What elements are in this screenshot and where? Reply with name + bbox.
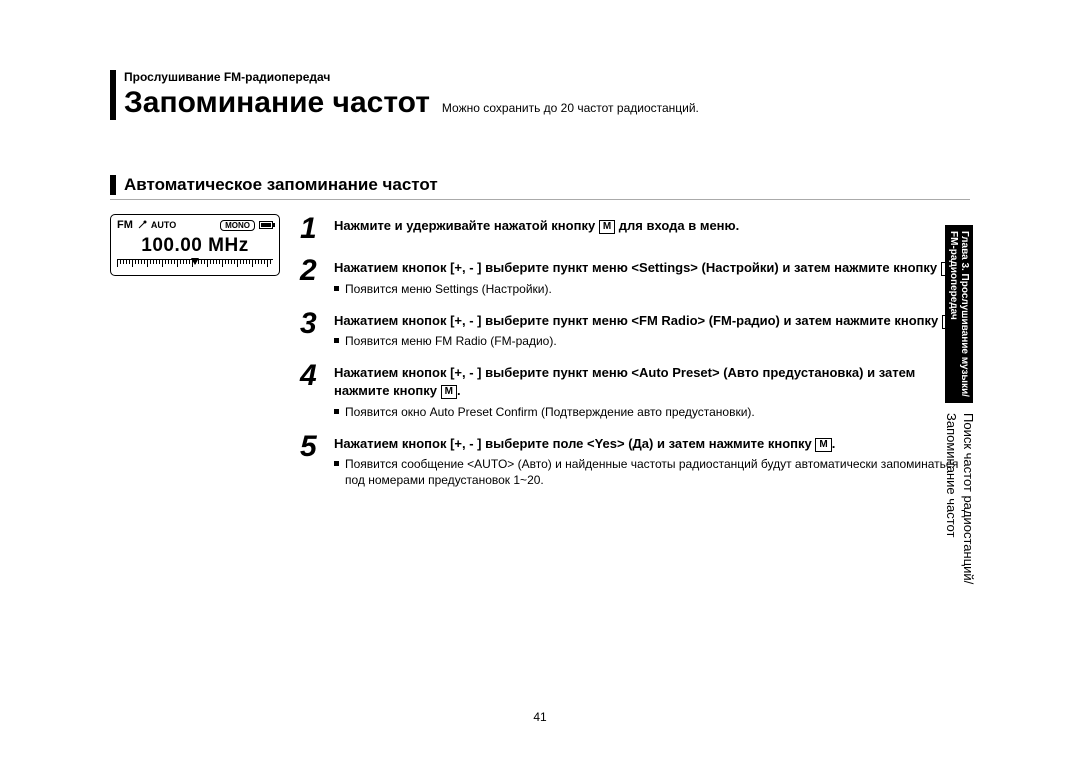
section-divider: [110, 199, 970, 200]
bullet-icon: [334, 461, 339, 466]
step-note-text: Появится меню Settings (Настройки).: [345, 281, 552, 297]
step-heading-tail: .: [832, 436, 836, 451]
step-body: Нажатием кнопок [+, - ] выберите пункт м…: [334, 256, 961, 297]
topic-tab: Поиск частот радиостанций/ Запоминание ч…: [942, 403, 976, 584]
header: Прослушивание FM-радиопередач Запоминани…: [110, 70, 970, 120]
page-number: 41: [533, 710, 546, 724]
step-note: Появится сообщение <AUTO> (Авто) и найде…: [334, 456, 970, 488]
step-body: Нажатием кнопок [+, - ] выберите поле <Y…: [334, 432, 970, 489]
step-heading: Нажмите и удерживайте нажатой кнопку M д…: [334, 217, 739, 235]
step-note-text: Появится меню FM Radio (FM-радио).: [345, 333, 557, 349]
bullet-icon: [334, 286, 339, 291]
step-heading: Нажатием кнопок [+, - ] выберите пункт м…: [334, 259, 961, 277]
step-note: Появится окно Auto Preset Confirm (Подтв…: [334, 404, 970, 420]
tuner-pointer-icon: [191, 258, 199, 265]
section-title: Автоматическое запоминание частот: [124, 175, 438, 195]
m-button-icon: M: [441, 385, 457, 399]
bullet-icon: [334, 338, 339, 343]
step-heading-tail: для входа в меню.: [615, 218, 739, 233]
step-body: Нажатием кнопок [+, - ] выберите пункт м…: [334, 361, 970, 419]
step-number: 2: [300, 256, 324, 297]
radio-frequency: 100.00 MHz: [117, 235, 273, 257]
battery-icon: [259, 221, 273, 229]
radio-mono-badge: MONO: [220, 220, 255, 231]
step-heading-text: Нажатием кнопок [+, - ] выберите поле <Y…: [334, 436, 815, 451]
radio-band-label: FM: [117, 219, 133, 231]
radio-auto-label: AUTO: [151, 220, 176, 230]
step-heading-text: Нажатием кнопок [+, - ] выберите пункт м…: [334, 260, 941, 275]
step-number: 4: [300, 361, 324, 419]
step-heading: Нажатием кнопок [+, - ] выберите пункт м…: [334, 312, 962, 330]
step-heading: Нажатием кнопок [+, - ] выберите пункт м…: [334, 364, 970, 399]
step-note-text: Появится сообщение <AUTO> (Авто) и найде…: [345, 456, 970, 488]
step-note: Появится меню FM Radio (FM-радио).: [334, 333, 962, 349]
step-notes: Появится меню Settings (Настройки).: [334, 281, 961, 297]
breadcrumb: Прослушивание FM-радиопередач: [124, 70, 970, 84]
step-heading-text: Нажатием кнопок [+, - ] выберите пункт м…: [334, 365, 915, 398]
antenna-icon: [137, 220, 147, 230]
section-header: Автоматическое запоминание частот: [110, 175, 970, 195]
step-notes: Появится сообщение <AUTO> (Авто) и найде…: [334, 456, 970, 488]
step-body: Нажмите и удерживайте нажатой кнопку M д…: [334, 214, 739, 244]
steps-list: 1 Нажмите и удерживайте нажатой кнопку M …: [300, 214, 970, 501]
section-accent-bar: [110, 175, 116, 195]
topic-tab-line2: Запоминание частот: [944, 413, 959, 537]
step: 5 Нажатием кнопок [+, - ] выберите поле <…: [300, 432, 970, 489]
step-number: 3: [300, 309, 324, 350]
radio-display: FM AUTO MONO 100.00 MHz: [110, 214, 280, 276]
bullet-icon: [334, 409, 339, 414]
step-heading-text: Нажатием кнопок [+, - ] выберите пункт м…: [334, 313, 942, 328]
step-heading-text: Нажмите и удерживайте нажатой кнопку: [334, 218, 599, 233]
step: 1 Нажмите и удерживайте нажатой кнопку M …: [300, 214, 970, 244]
step-note-text: Появится окно Auto Preset Confirm (Подтв…: [345, 404, 755, 420]
m-button-icon: M: [599, 220, 615, 234]
step: 3 Нажатием кнопок [+, - ] выберите пункт …: [300, 309, 970, 350]
side-tab: Глава 3. Прослушивание музыки/ FM-радиоп…: [948, 225, 970, 584]
header-accent-bar: [110, 70, 116, 120]
chapter-tab-line2: FM-радиопередач: [948, 231, 959, 320]
step-heading: Нажатием кнопок [+, - ] выберите поле <Y…: [334, 435, 970, 453]
m-button-icon: M: [815, 438, 831, 452]
radio-scale: [117, 259, 273, 273]
page-title: Запоминание частот: [124, 86, 430, 120]
step-notes: Появится окно Auto Preset Confirm (Подтв…: [334, 404, 970, 420]
step-notes: Появится меню FM Radio (FM-радио).: [334, 333, 962, 349]
step: 4 Нажатием кнопок [+, - ] выберите пункт …: [300, 361, 970, 419]
step-note: Появится меню Settings (Настройки).: [334, 281, 961, 297]
step-heading-tail: .: [457, 383, 461, 398]
step-number: 5: [300, 432, 324, 489]
step: 2 Нажатием кнопок [+, - ] выберите пункт …: [300, 256, 970, 297]
topic-tab-line1: Поиск частот радиостанций/: [961, 413, 976, 584]
page-subtitle: Можно сохранить до 20 частот радиостанци…: [442, 101, 699, 115]
step-number: 1: [300, 214, 324, 244]
chapter-tab: Глава 3. Прослушивание музыки/ FM-радиоп…: [945, 225, 973, 403]
step-body: Нажатием кнопок [+, - ] выберите пункт м…: [334, 309, 962, 350]
chapter-tab-line1: Глава 3. Прослушивание музыки/: [959, 231, 970, 397]
